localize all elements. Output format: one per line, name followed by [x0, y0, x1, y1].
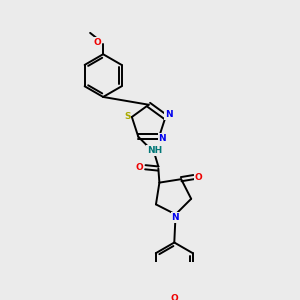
Text: O: O [194, 172, 202, 182]
Text: N: N [171, 213, 179, 222]
Text: O: O [136, 163, 143, 172]
Text: O: O [94, 38, 101, 46]
Text: S: S [124, 112, 130, 121]
Text: N: N [165, 110, 172, 119]
Text: N: N [158, 134, 166, 142]
Text: O: O [170, 294, 178, 300]
Text: NH: NH [147, 146, 162, 155]
